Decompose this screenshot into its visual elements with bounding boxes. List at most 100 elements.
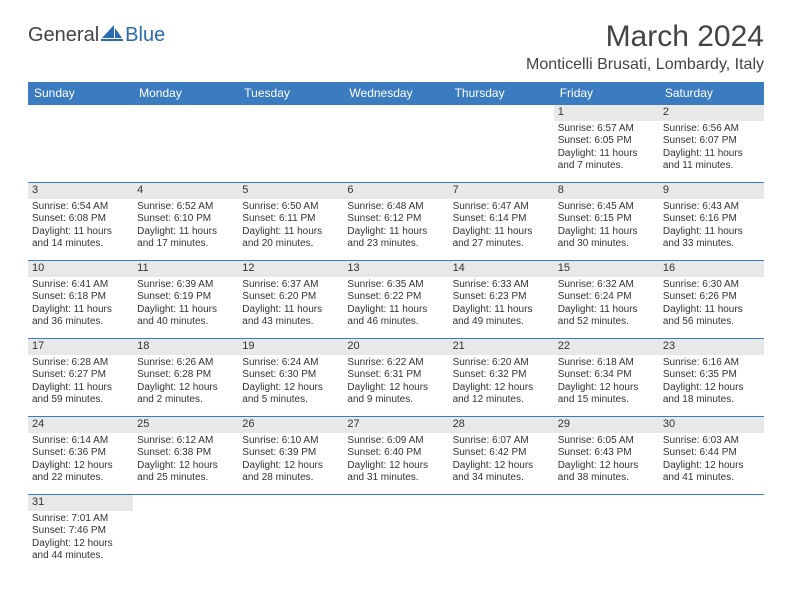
cell-line: and 46 minutes. (347, 316, 444, 329)
cell-line: Sunset: 6:12 PM (347, 213, 444, 226)
cell-line: Daylight: 11 hours (453, 226, 550, 239)
cell-line: Sunrise: 6:26 AM (137, 357, 234, 370)
cell-body: Sunrise: 6:57 AMSunset: 6:05 PMDaylight:… (554, 121, 659, 177)
cell-line: and 33 minutes. (663, 238, 760, 251)
cell-line: Sunrise: 6:32 AM (558, 279, 655, 292)
calendar-cell: 7 Sunrise: 6:47 AMSunset: 6:14 PMDaylight… (449, 183, 554, 261)
day-header: Saturday (659, 82, 764, 105)
cell-line: and 43 minutes. (242, 316, 339, 329)
cell-line: and 40 minutes. (137, 316, 234, 329)
cell-line: Sunrise: 6:09 AM (347, 435, 444, 448)
cell-line: Sunrise: 7:01 AM (32, 513, 129, 526)
cell-line: Daylight: 11 hours (663, 304, 760, 317)
calendar-cell: 27Sunrise: 6:09 AMSunset: 6:40 PMDayligh… (343, 417, 448, 495)
cell-body: Sunrise: 6:12 AMSunset: 6:38 PMDaylight:… (133, 433, 238, 489)
day-number: 24 (28, 417, 133, 433)
cell-line: Daylight: 12 hours (558, 460, 655, 473)
cell-line: Sunset: 6:16 PM (663, 213, 760, 226)
cell-body: Sunrise: 6:18 AMSunset: 6:34 PMDaylight:… (554, 355, 659, 411)
cell-line: Sunrise: 6:22 AM (347, 357, 444, 370)
cell-body: Sunrise: 6:45 AMSunset: 6:15 PMDaylight:… (554, 199, 659, 255)
calendar-cell (659, 495, 764, 573)
cell-line: Sunset: 6:28 PM (137, 369, 234, 382)
cell-line: Sunset: 6:05 PM (558, 135, 655, 148)
cell-line: Daylight: 12 hours (242, 382, 339, 395)
cell-line: Sunset: 6:35 PM (663, 369, 760, 382)
cell-line: Sunset: 6:19 PM (137, 291, 234, 304)
cell-body: Sunrise: 6:09 AMSunset: 6:40 PMDaylight:… (343, 433, 448, 489)
cell-line: Daylight: 12 hours (453, 382, 550, 395)
cell-body: Sunrise: 6:14 AMSunset: 6:36 PMDaylight:… (28, 433, 133, 489)
cell-line: Sunset: 6:23 PM (453, 291, 550, 304)
day-number: 17 (28, 339, 133, 355)
location-text: Monticelli Brusati, Lombardy, Italy (526, 56, 764, 74)
cell-line: and 12 minutes. (453, 394, 550, 407)
cell-line: Daylight: 11 hours (453, 304, 550, 317)
cell-line: Sunset: 6:42 PM (453, 447, 550, 460)
cell-line: Sunrise: 6:03 AM (663, 435, 760, 448)
cell-line: Daylight: 11 hours (347, 226, 444, 239)
cell-line: Sunset: 6:36 PM (32, 447, 129, 460)
cell-line: and 20 minutes. (242, 238, 339, 251)
cell-line: Daylight: 11 hours (32, 304, 129, 317)
cell-line: Daylight: 12 hours (32, 460, 129, 473)
cell-line: Sunset: 6:14 PM (453, 213, 550, 226)
cell-body: Sunrise: 6:35 AMSunset: 6:22 PMDaylight:… (343, 277, 448, 333)
day-number: 7 (449, 183, 554, 199)
day-number: 1 (554, 105, 659, 121)
cell-line: and 56 minutes. (663, 316, 760, 329)
calendar-cell: 10Sunrise: 6:41 AMSunset: 6:18 PMDayligh… (28, 261, 133, 339)
calendar-cell: 18Sunrise: 6:26 AMSunset: 6:28 PMDayligh… (133, 339, 238, 417)
cell-line: and 18 minutes. (663, 394, 760, 407)
cell-line: Sunset: 6:40 PM (347, 447, 444, 460)
day-number: 6 (343, 183, 448, 199)
cell-body: Sunrise: 6:16 AMSunset: 6:35 PMDaylight:… (659, 355, 764, 411)
calendar-cell: 29Sunrise: 6:05 AMSunset: 6:43 PMDayligh… (554, 417, 659, 495)
calendar-cell (133, 495, 238, 573)
day-header-row: Sunday Monday Tuesday Wednesday Thursday… (28, 82, 764, 105)
calendar-cell: 14Sunrise: 6:33 AMSunset: 6:23 PMDayligh… (449, 261, 554, 339)
day-number: 18 (133, 339, 238, 355)
cell-line: Sunset: 6:10 PM (137, 213, 234, 226)
cell-body: Sunrise: 6:32 AMSunset: 6:24 PMDaylight:… (554, 277, 659, 333)
cell-line: Daylight: 11 hours (663, 226, 760, 239)
calendar-cell: 31Sunrise: 7:01 AMSunset: 7:46 PMDayligh… (28, 495, 133, 573)
day-number: 9 (659, 183, 764, 199)
day-number: 15 (554, 261, 659, 277)
cell-line: Sunset: 6:11 PM (242, 213, 339, 226)
cell-body: Sunrise: 6:56 AMSunset: 6:07 PMDaylight:… (659, 121, 764, 177)
calendar-cell: 16Sunrise: 6:30 AMSunset: 6:26 PMDayligh… (659, 261, 764, 339)
cell-line: Sunset: 6:22 PM (347, 291, 444, 304)
cell-line: Daylight: 12 hours (137, 460, 234, 473)
cell-line: Sunset: 6:26 PM (663, 291, 760, 304)
cell-line: Sunset: 6:30 PM (242, 369, 339, 382)
cell-line: Sunset: 6:31 PM (347, 369, 444, 382)
cell-line: Daylight: 12 hours (347, 382, 444, 395)
cell-body: Sunrise: 6:54 AMSunset: 6:08 PMDaylight:… (28, 199, 133, 255)
calendar-cell: 6Sunrise: 6:48 AMSunset: 6:12 PMDaylight… (343, 183, 448, 261)
cell-body: Sunrise: 6:03 AMSunset: 6:44 PMDaylight:… (659, 433, 764, 489)
cell-body: Sunrise: 6:22 AMSunset: 6:31 PMDaylight:… (343, 355, 448, 411)
page-title: March 2024 (526, 20, 764, 54)
day-header: Friday (554, 82, 659, 105)
cell-line: Sunset: 6:43 PM (558, 447, 655, 460)
day-number: 23 (659, 339, 764, 355)
cell-line: Sunrise: 6:39 AM (137, 279, 234, 292)
cell-line: Sunset: 6:39 PM (242, 447, 339, 460)
day-number: 5 (238, 183, 343, 199)
cell-line: Sunrise: 6:35 AM (347, 279, 444, 292)
cell-line: Daylight: 11 hours (558, 148, 655, 161)
calendar-cell: 9Sunrise: 6:43 AMSunset: 6:16 PMDaylight… (659, 183, 764, 261)
calendar-body: 1Sunrise: 6:57 AMSunset: 6:05 PMDaylight… (28, 105, 764, 573)
cell-line: and 30 minutes. (558, 238, 655, 251)
week-row: 24Sunrise: 6:14 AMSunset: 6:36 PMDayligh… (28, 417, 764, 495)
cell-line: Sunset: 6:15 PM (558, 213, 655, 226)
cell-line: Daylight: 12 hours (663, 382, 760, 395)
cell-body: Sunrise: 6:28 AMSunset: 6:27 PMDaylight:… (28, 355, 133, 411)
logo-text-blue: Blue (125, 24, 165, 47)
cell-line: and 36 minutes. (32, 316, 129, 329)
calendar-cell: 22Sunrise: 6:18 AMSunset: 6:34 PMDayligh… (554, 339, 659, 417)
cell-body: Sunrise: 7:01 AMSunset: 7:46 PMDaylight:… (28, 511, 133, 567)
cell-line: Sunrise: 6:47 AM (453, 201, 550, 214)
cell-line: and 5 minutes. (242, 394, 339, 407)
